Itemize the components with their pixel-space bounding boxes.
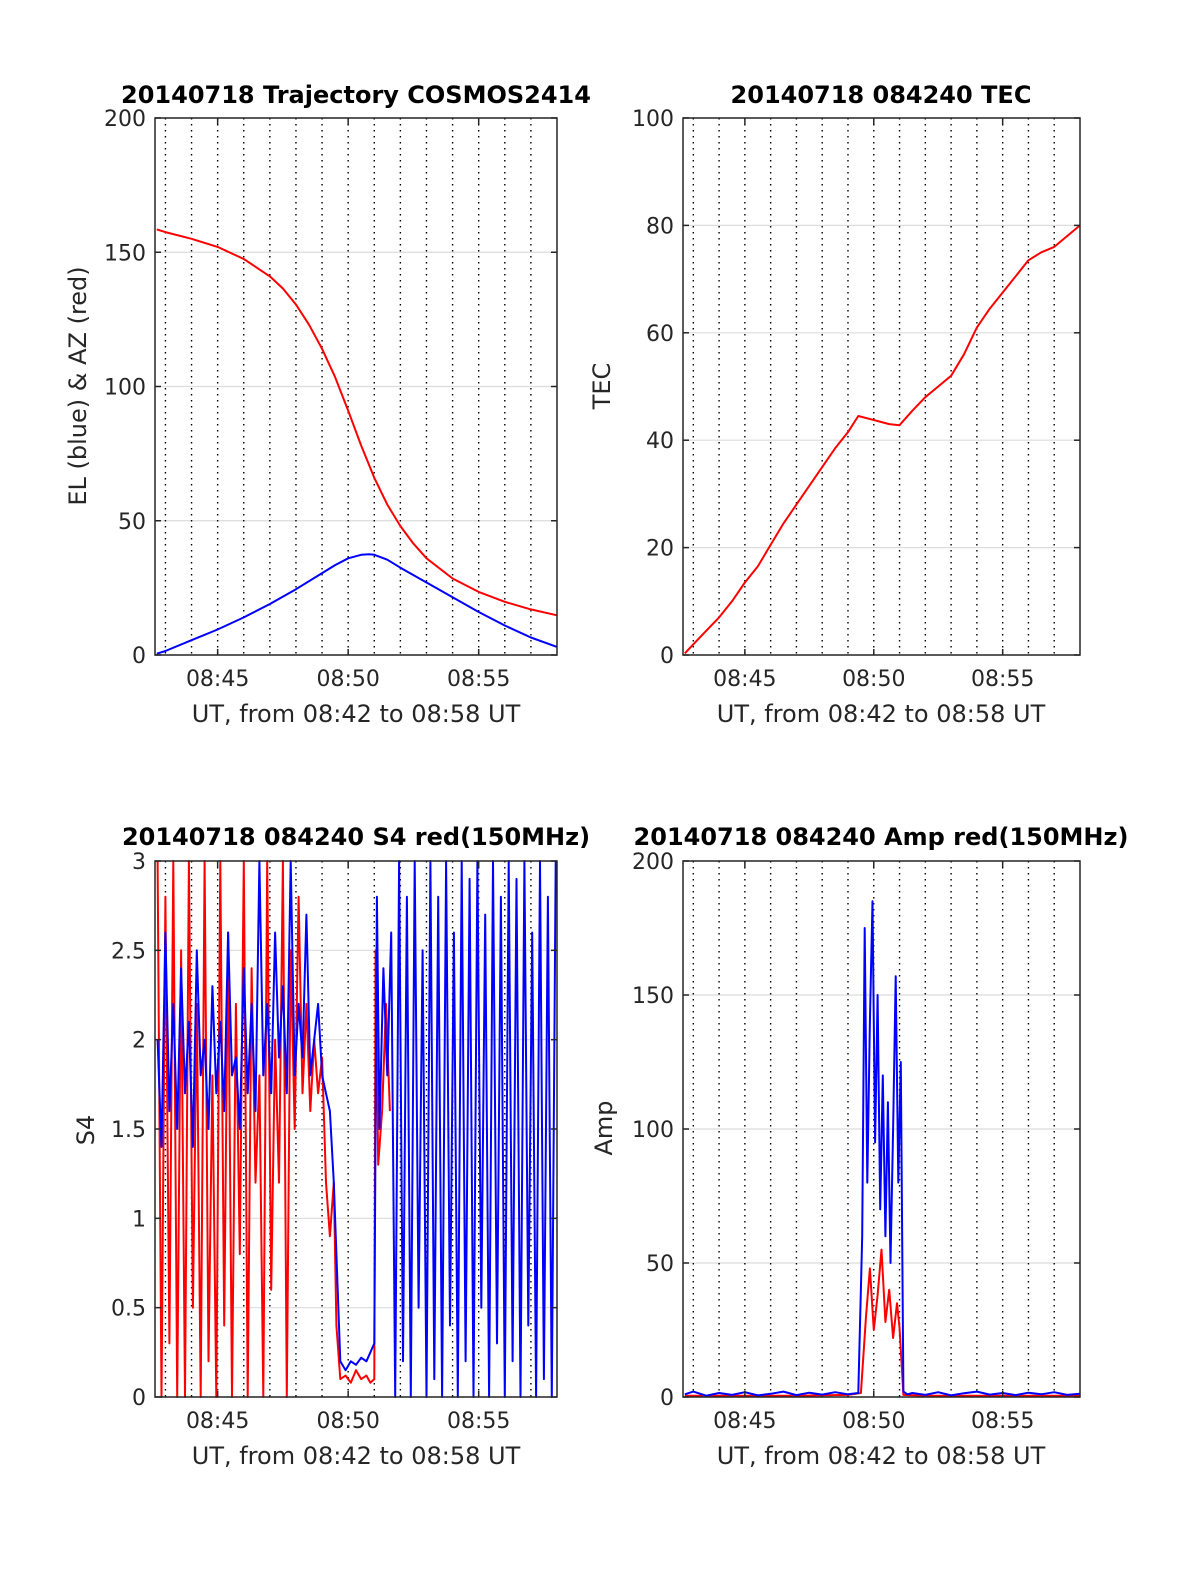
- amp-xlabel: UT, from 08:42 to 08:58 UT: [717, 1442, 1046, 1470]
- tec-title: 20140718 084240 TEC: [731, 81, 1032, 109]
- s4-y-tick-label: 0.5: [111, 1297, 146, 1322]
- amp-x-tick-label: 08:45: [713, 1409, 776, 1434]
- amp-y-tick-label: 150: [632, 984, 674, 1009]
- trajectory-x-tick-label: 08:55: [447, 667, 510, 692]
- s4-y-tick-label: 1.5: [111, 1118, 146, 1143]
- trajectory-x-tick-label: 08:45: [186, 667, 249, 692]
- tec-x-tick-label: 08:45: [713, 667, 776, 692]
- trajectory-panel: 20140718 Trajectory COSMOS2414 EL (blue)…: [64, 81, 591, 728]
- tec-panel: 20140718 084240 TEC TEC UT, from 08:42 t…: [588, 81, 1081, 728]
- tec-plot-area: [683, 118, 1080, 655]
- s4-y-tick-label: 2: [132, 1029, 146, 1054]
- amp-panel: 20140718 084240 Amp red(150MHz) Amp UT, …: [590, 823, 1128, 1470]
- trajectory-y-tick-label: 0: [132, 644, 146, 669]
- amp-ylabel: Amp: [590, 1100, 618, 1155]
- s4-xlabel: UT, from 08:42 to 08:58 UT: [192, 1442, 521, 1470]
- trajectory-y-tick-label: 50: [118, 510, 146, 535]
- trajectory-series-red-line: [156, 228, 558, 617]
- tec-y-tick-label: 40: [646, 429, 674, 454]
- tec-axes-box: [682, 117, 1081, 656]
- amp-y-tick-label: 50: [646, 1252, 674, 1277]
- tec-series-red-line: [684, 224, 1081, 655]
- amp-y-tick-label: 200: [632, 850, 674, 875]
- s4-x-tick-label: 08:45: [186, 1409, 249, 1434]
- s4-y-tick-label: 1: [132, 1207, 146, 1232]
- trajectory-xlabel: UT, from 08:42 to 08:58 UT: [192, 700, 521, 728]
- trajectory-y-tick-label: 200: [104, 107, 146, 132]
- tec-x-tick-label: 08:50: [842, 667, 905, 692]
- amp-x-tick-label: 08:50: [842, 1409, 905, 1434]
- s4-y-tick-label: 0: [132, 1386, 146, 1411]
- s4-panel: 20140718 084240 S4 red(150MHz) S4 UT, fr…: [72, 823, 590, 1470]
- amp-title: 20140718 084240 Amp red(150MHz): [634, 823, 1129, 851]
- trajectory-series-blue-line: [156, 553, 558, 655]
- tec-y-tick-label: 80: [646, 214, 674, 239]
- s4-series-red-line: [156, 860, 391, 1398]
- s4-y-tick-label: 3: [132, 850, 146, 875]
- tec-ylabel: TEC: [588, 363, 616, 411]
- s4-x-tick-label: 08:55: [447, 1409, 510, 1434]
- tec-y-tick-label: 60: [646, 322, 674, 347]
- trajectory-title: 20140718 Trajectory COSMOS2414: [121, 81, 591, 109]
- tec-x-tick-label: 08:55: [971, 667, 1034, 692]
- amp-x-tick-label: 08:55: [971, 1409, 1034, 1434]
- trajectory-ylabel: EL (blue) & AZ (red): [64, 266, 92, 505]
- trajectory-x-tick-label: 08:50: [316, 667, 379, 692]
- tec-y-tick-label: 100: [632, 107, 674, 132]
- tec-xlabel: UT, from 08:42 to 08:58 UT: [717, 700, 1046, 728]
- s4-series-blue-line: [156, 860, 557, 1398]
- tec-y-tick-label: 0: [660, 644, 674, 669]
- amp-y-tick-label: 100: [632, 1118, 674, 1143]
- s4-ylabel: S4: [72, 1115, 100, 1146]
- s4-y-tick-label: 2.5: [111, 939, 146, 964]
- s4-x-tick-label: 08:50: [316, 1409, 379, 1434]
- trajectory-y-tick-label: 100: [104, 376, 146, 401]
- s4-title: 20140718 084240 S4 red(150MHz): [122, 823, 590, 851]
- amp-series-blue-line: [684, 900, 1081, 1397]
- trajectory-y-tick-label: 150: [104, 241, 146, 266]
- tec-y-tick-label: 20: [646, 537, 674, 562]
- amp-y-tick-label: 0: [660, 1386, 674, 1411]
